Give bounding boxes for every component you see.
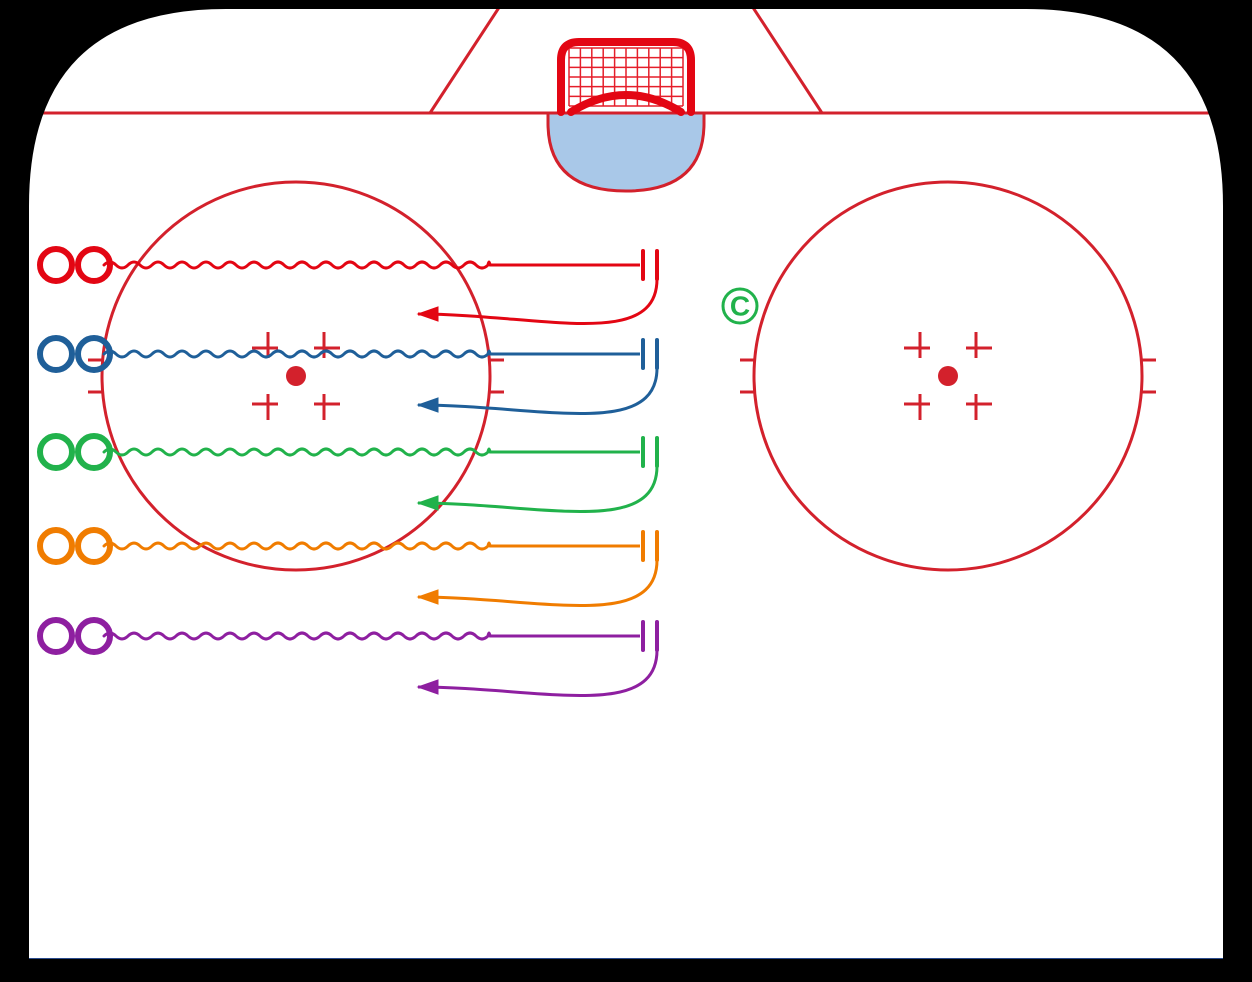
rink-surface [26, 6, 1226, 964]
diagram-root: C [0, 0, 1252, 982]
coach-label: C [730, 291, 750, 322]
rink-svg: C [0, 0, 1252, 982]
goal-net [561, 42, 691, 112]
